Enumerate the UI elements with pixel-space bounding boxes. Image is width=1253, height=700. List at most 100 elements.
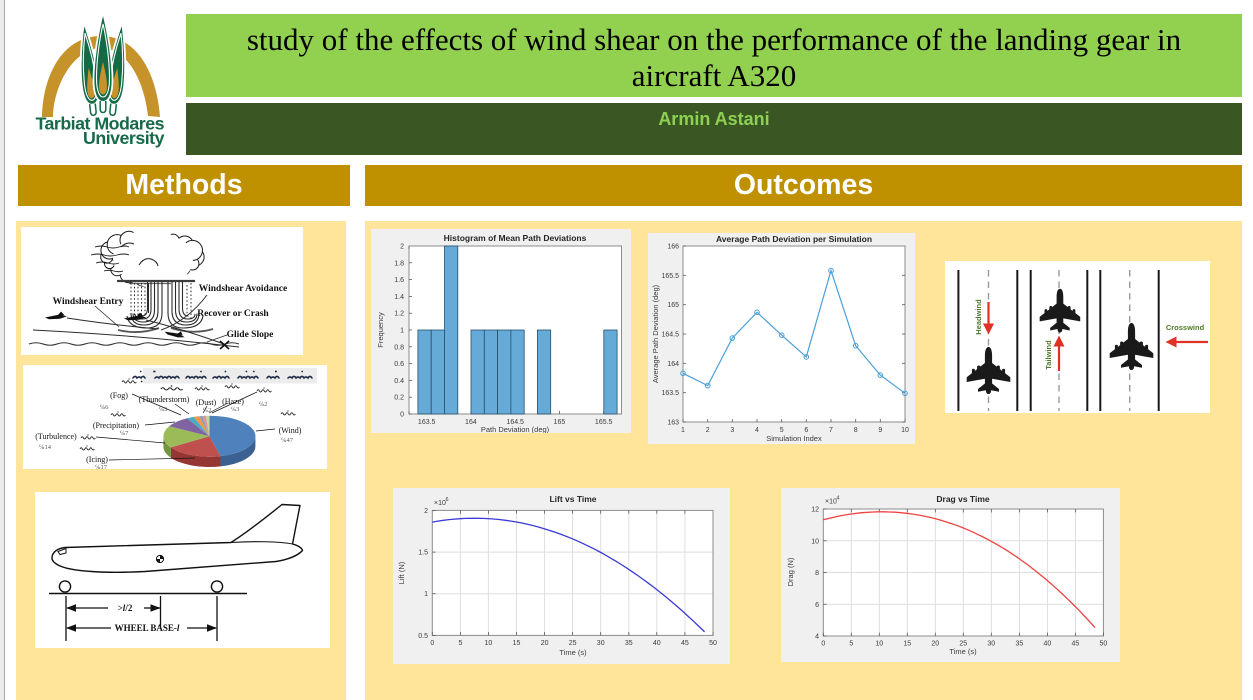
svg-text:Glide Slope: Glide Slope	[227, 330, 274, 340]
svg-text:30: 30	[987, 641, 995, 648]
svg-text:5: 5	[458, 640, 462, 647]
svg-text:5: 5	[849, 641, 853, 648]
svg-text:1.5: 1.5	[418, 550, 428, 557]
svg-text:7: 7	[829, 427, 833, 434]
svg-text:Average Path Deviation (deg): Average Path Deviation (deg)	[651, 284, 660, 383]
svg-text:163: 163	[667, 420, 679, 427]
svg-text:2: 2	[424, 508, 428, 515]
svg-text:(Icing): (Icing)	[86, 455, 108, 464]
svg-text:Tailwind: Tailwind	[1044, 340, 1053, 370]
svg-text:Lift vs Time: Lift vs Time	[549, 494, 596, 504]
svg-text:5: 5	[780, 427, 784, 434]
svg-text:10: 10	[811, 538, 819, 545]
svg-text:Headwind: Headwind	[974, 299, 983, 335]
svg-text:1.2: 1.2	[394, 311, 404, 318]
svg-text:25: 25	[569, 640, 577, 647]
svg-text:10: 10	[901, 427, 909, 434]
svg-text:Time (s): Time (s)	[949, 647, 977, 656]
svg-text:0.5: 0.5	[418, 633, 428, 640]
svg-text:4: 4	[755, 427, 759, 434]
svg-text:12: 12	[811, 507, 819, 514]
svg-text:166: 166	[667, 244, 679, 251]
svg-text:(Haze): (Haze)	[222, 397, 244, 406]
svg-text:0: 0	[400, 412, 404, 419]
svg-text:10: 10	[875, 641, 883, 648]
svg-text:2: 2	[400, 244, 404, 251]
svg-text:University: University	[83, 128, 165, 148]
svg-text:(Thunderstorm): (Thunderstorm)	[139, 395, 190, 404]
svg-text:WHEEL BASE-l: WHEEL BASE-l	[115, 623, 180, 633]
svg-text:6: 6	[804, 427, 808, 434]
svg-text:Path Deviation (deg): Path Deviation (deg)	[481, 425, 550, 433]
svg-text:℅3: ℅3	[231, 406, 240, 413]
svg-text:Windshear Avoidance: Windshear Avoidance	[199, 284, 287, 294]
svg-text:15: 15	[513, 640, 521, 647]
svg-text:1: 1	[681, 427, 685, 434]
svg-text:(Fog): (Fog)	[110, 391, 128, 400]
svg-text:℅6: ℅6	[100, 404, 109, 411]
svg-text:0.2: 0.2	[394, 395, 404, 402]
svg-text:Drag (N): Drag (N)	[786, 557, 795, 586]
svg-text:℅2: ℅2	[259, 401, 268, 408]
svg-text:×10: ×10	[825, 499, 837, 506]
svg-text:6: 6	[815, 602, 819, 609]
svg-text:Average Path Deviation per Sim: Average Path Deviation per Simulation	[716, 234, 872, 244]
svg-text:163.5: 163.5	[418, 419, 436, 426]
svg-text:20: 20	[541, 640, 549, 647]
svg-text:>l/2: >l/2	[118, 603, 133, 613]
svg-text:×10: ×10	[434, 500, 446, 507]
svg-text:50: 50	[709, 640, 717, 647]
svg-text:165: 165	[554, 419, 566, 426]
svg-text:℅47: ℅47	[281, 437, 294, 444]
svg-text:45: 45	[681, 640, 689, 647]
svg-text:25: 25	[959, 641, 967, 648]
svg-text:℅3: ℅3	[159, 406, 168, 413]
svg-text:Frequency: Frequency	[376, 312, 385, 348]
svg-text:(Turbulence): (Turbulence)	[35, 432, 77, 441]
svg-text:Tarbiat Modares: Tarbiat Modares	[35, 114, 164, 134]
svg-text:45: 45	[1072, 641, 1080, 648]
svg-text:Windshear Entry: Windshear Entry	[53, 297, 124, 307]
svg-text:3: 3	[730, 427, 734, 434]
svg-text:8: 8	[854, 427, 858, 434]
svg-text:(Precipitation): (Precipitation)	[93, 421, 140, 430]
svg-text:1.8: 1.8	[394, 260, 404, 267]
svg-text:Simulation Index: Simulation Index	[766, 434, 822, 443]
svg-text:6: 6	[446, 497, 449, 503]
svg-text:50: 50	[1100, 641, 1108, 648]
svg-text:10: 10	[485, 640, 493, 647]
svg-text:40: 40	[1044, 641, 1052, 648]
svg-text:Lift (N): Lift (N)	[397, 561, 406, 584]
svg-text:35: 35	[625, 640, 633, 647]
svg-text:Drag vs Time: Drag vs Time	[936, 494, 990, 504]
svg-text:2: 2	[706, 427, 710, 434]
svg-text:4: 4	[837, 496, 840, 502]
svg-text:0.6: 0.6	[394, 361, 404, 368]
svg-text:0: 0	[430, 640, 434, 647]
svg-text:(Wind): (Wind)	[279, 426, 302, 435]
svg-text:(Dust): (Dust)	[196, 398, 217, 407]
svg-text:Histogram of Mean Path Deviati: Histogram of Mean Path Deviations	[444, 233, 587, 243]
svg-text:20: 20	[931, 641, 939, 648]
svg-text:℅17: ℅17	[95, 464, 108, 469]
svg-text:℅14: ℅14	[39, 444, 52, 451]
svg-text:℅2: ℅2	[203, 407, 212, 414]
svg-text:1: 1	[400, 328, 404, 335]
svg-text:1.4: 1.4	[394, 294, 404, 301]
svg-text:164.5: 164.5	[506, 419, 524, 426]
svg-text:Time (s): Time (s)	[559, 648, 587, 657]
svg-text:0.8: 0.8	[394, 344, 404, 351]
svg-text:40: 40	[653, 640, 661, 647]
svg-text:164: 164	[465, 419, 477, 426]
svg-text:164.5: 164.5	[661, 332, 679, 339]
svg-text:℅7: ℅7	[120, 430, 129, 437]
svg-text:164: 164	[667, 361, 679, 368]
svg-text:30: 30	[597, 640, 605, 647]
svg-text:1: 1	[424, 591, 428, 598]
svg-text:0: 0	[821, 641, 825, 648]
svg-text:9: 9	[878, 427, 882, 434]
svg-text:15: 15	[903, 641, 911, 648]
svg-text:4: 4	[815, 634, 819, 641]
svg-text:0.4: 0.4	[394, 378, 404, 385]
svg-text:Crosswind: Crosswind	[1166, 323, 1205, 332]
